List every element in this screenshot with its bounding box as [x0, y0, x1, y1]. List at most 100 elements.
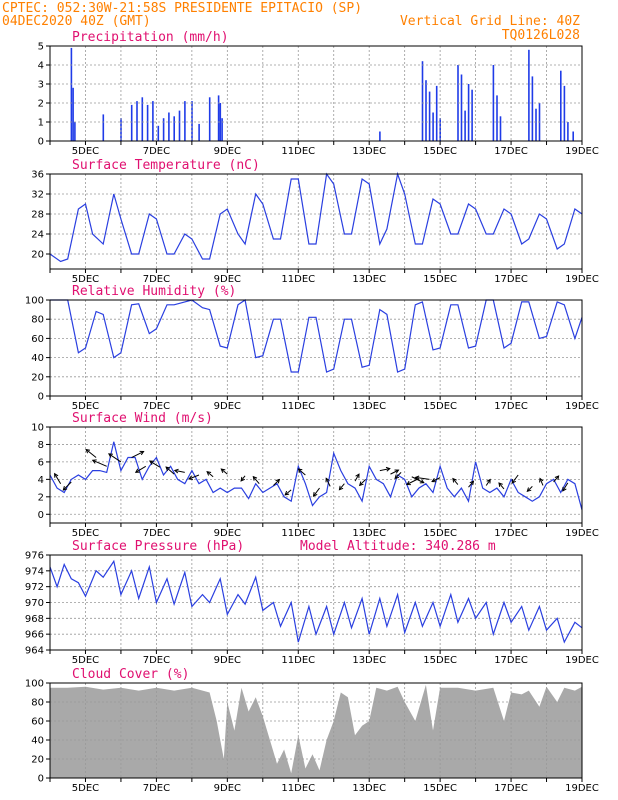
y-tick-label: 40 [31, 736, 44, 747]
y-tick-label: 972 [25, 582, 44, 593]
wind-arrow-head [312, 492, 318, 497]
rh-series-line [50, 298, 583, 373]
y-tick-label: 0 [38, 510, 44, 521]
wind-arrow-head [85, 448, 91, 454]
y-tick-label: 36 [31, 170, 44, 181]
temp-series-line [49, 171, 583, 263]
wind-arrow-head [91, 459, 97, 464]
x-tick-label: 11DEC [281, 401, 315, 412]
x-tick-label: 7DEC [143, 655, 170, 666]
y-tick-label: 0 [38, 774, 44, 785]
x-tick-label: 15DEC [423, 528, 457, 539]
wind-arrow-shaft [221, 468, 228, 475]
precip-title: Precipitation (mm/h) [72, 30, 229, 45]
wind-arrow-shaft [562, 482, 569, 492]
x-tick-label: 9DEC [214, 274, 241, 285]
precip-bar [467, 84, 470, 141]
panel-rh: 0 20 40 60 80 100 5DEC 7DEC 9DEC 11DEC 13DEC 15DEC 1… [25, 284, 599, 412]
panel-frame [49, 299, 583, 397]
precip-bar [421, 61, 424, 142]
x-tick-label: 5DEC [72, 655, 99, 666]
wind-arrow-head [394, 469, 400, 474]
wind-arrow-shaft [485, 479, 491, 486]
x-tick-label: 5DEC [72, 528, 99, 539]
x-tick-label: 11DEC [281, 528, 315, 539]
precip-bar [72, 87, 74, 141]
wind-arrow-head [431, 478, 437, 483]
wind-arrow-head [554, 475, 560, 480]
x-tick-label: 17DEC [494, 528, 528, 539]
precip-bar [70, 47, 73, 141]
x-tick-label: 9DEC [214, 655, 241, 666]
y-tick-label: 40 [31, 353, 44, 364]
y-tick-label: 24 [31, 230, 44, 241]
y-tick-label: 970 [25, 598, 44, 609]
y-tick-label: 100 [25, 296, 44, 307]
y-tick-label: 0 [38, 392, 44, 403]
panel-cloud: 0 20 40 60 80 100 5DEC 7DEC 9DEC 11DEC 13DEC 15DEC 1… [25, 667, 599, 794]
precip-bar [492, 65, 495, 141]
precip-bar [178, 110, 181, 141]
x-tick-label: 17DEC [494, 146, 528, 157]
precip-bar [432, 112, 434, 141]
precip-bar [221, 118, 223, 141]
header-run-date: 04DEC2020 40Z (GMT) [2, 14, 151, 29]
wind-arrow-shaft [553, 475, 560, 483]
precip-bar [425, 80, 427, 141]
precip-bar [130, 104, 133, 141]
wind-arrow-shaft [526, 485, 533, 492]
wind-arrow-head [511, 478, 517, 484]
wind-arrow-head [498, 482, 503, 487]
y-tick-label: 20 [31, 250, 44, 261]
x-tick-label: 13DEC [352, 783, 386, 794]
x-tick-label: 15DEC [423, 655, 457, 666]
header-grid-line: Vertical Grid Line: 40Z [400, 14, 580, 29]
wind-arrow-shaft [390, 469, 399, 475]
precip-bar [535, 108, 537, 141]
y-tick-label: 1 [38, 118, 44, 129]
wind-arrow-head [385, 466, 391, 472]
x-tick-label: 19DEC [565, 146, 599, 157]
x-tick-label: 13DEC [352, 655, 386, 666]
y-tick-label: 60 [31, 334, 44, 345]
wind-arrow-head [108, 453, 113, 458]
wind-arrow-shaft [62, 481, 72, 491]
cloud-cover-area [50, 684, 582, 778]
panel-temp: 20 24 28 32 36 5DEC 7DEC 9DEC 11DEC 13DEC 15DEC 17D… [31, 158, 599, 285]
pressure-series-line [49, 559, 583, 644]
precip-bar [141, 97, 144, 141]
x-tick-label: 9DEC [214, 783, 241, 794]
precip-bar [435, 85, 438, 141]
wind-arrow-shaft [252, 476, 260, 485]
wind-arrow-head [526, 487, 532, 493]
x-tick-label: 13DEC [352, 146, 386, 157]
wind-arrow-head [355, 473, 360, 479]
y-tick-label: 80 [31, 698, 44, 709]
panel-frame [49, 426, 583, 524]
wind-arrow-shaft [174, 469, 185, 473]
y-tick-label: 80 [31, 315, 44, 326]
wind-arrow-shaft [54, 473, 62, 484]
precip-bar [464, 110, 466, 141]
precip-bar [157, 125, 160, 141]
wind-arrow-head [252, 475, 258, 481]
wind-arrow-shaft [379, 468, 390, 472]
precip-bar [439, 118, 441, 141]
panel-precip: 0 1 2 3 4 5 5DEC 7DEC 9DEC 11DEC 13DEC 15DEC 17DEC 19… [38, 30, 599, 157]
x-tick-label: 5DEC [72, 274, 99, 285]
wind-arrow-shaft [468, 480, 474, 488]
precip-bar [567, 122, 569, 141]
y-tick-label: 966 [25, 630, 44, 641]
precip-bar [152, 101, 154, 141]
wind-arrow-head [414, 475, 420, 481]
x-tick-label: 15DEC [423, 274, 457, 285]
wind-arrow-head [284, 490, 290, 496]
x-tick-label: 19DEC [565, 401, 599, 412]
precip-bar [528, 49, 530, 141]
x-tick-label: 9DEC [214, 528, 241, 539]
panel-frame [49, 682, 583, 779]
y-tick-label: 5 [38, 42, 44, 53]
x-tick-label: 13DEC [352, 528, 386, 539]
y-tick-label: 974 [25, 566, 44, 577]
